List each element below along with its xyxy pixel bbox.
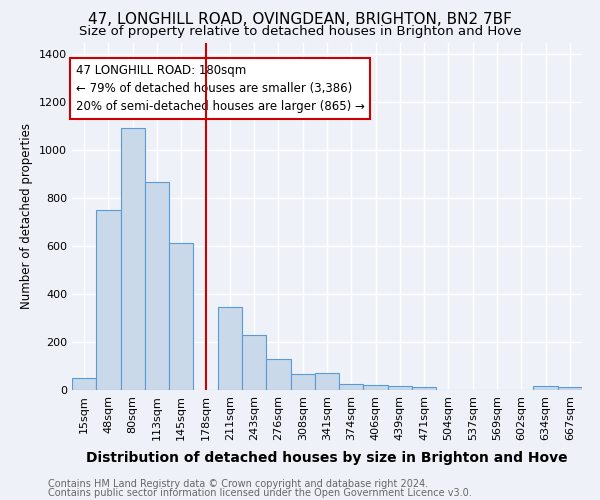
Bar — [364, 385, 388, 390]
Bar — [533, 386, 558, 390]
Text: Size of property relative to detached houses in Brighton and Hove: Size of property relative to detached ho… — [79, 25, 521, 38]
Bar — [121, 128, 145, 390]
Bar — [388, 386, 412, 390]
Bar — [96, 210, 121, 390]
Bar — [412, 387, 436, 390]
X-axis label: Distribution of detached houses by size in Brighton and Hove: Distribution of detached houses by size … — [86, 451, 568, 465]
Text: Contains HM Land Registry data © Crown copyright and database right 2024.: Contains HM Land Registry data © Crown c… — [48, 479, 428, 489]
Bar — [558, 387, 582, 390]
Bar — [218, 306, 242, 390]
Text: 47, LONGHILL ROAD, OVINGDEAN, BRIGHTON, BN2 7BF: 47, LONGHILL ROAD, OVINGDEAN, BRIGHTON, … — [88, 12, 512, 28]
Bar — [266, 359, 290, 390]
Bar — [72, 378, 96, 390]
Bar — [145, 182, 169, 390]
Text: 47 LONGHILL ROAD: 180sqm
← 79% of detached houses are smaller (3,386)
20% of sem: 47 LONGHILL ROAD: 180sqm ← 79% of detach… — [76, 64, 365, 113]
Bar — [169, 242, 193, 390]
Bar — [242, 336, 266, 390]
Bar — [339, 384, 364, 390]
Y-axis label: Number of detached properties: Number of detached properties — [20, 123, 34, 309]
Bar — [315, 373, 339, 390]
Bar — [290, 374, 315, 390]
Text: Contains public sector information licensed under the Open Government Licence v3: Contains public sector information licen… — [48, 488, 472, 498]
